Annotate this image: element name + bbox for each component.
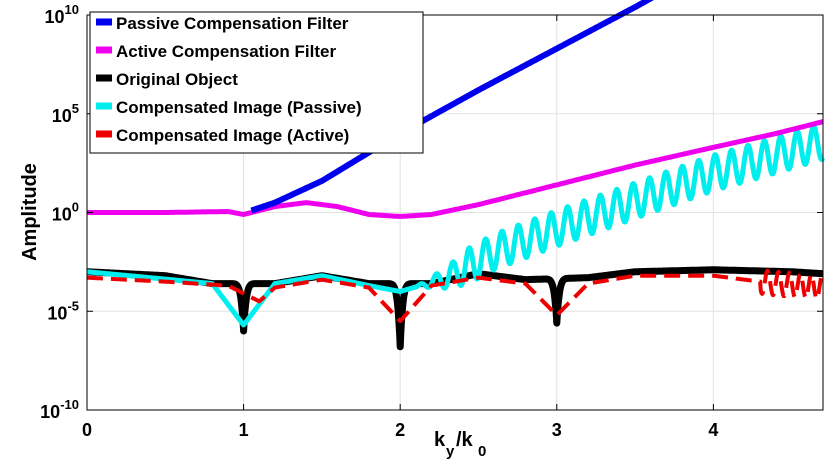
legend-label: Original Object (116, 70, 238, 89)
y-tick-exponent: -10 (60, 397, 79, 412)
legend: Passive Compensation Filter Active Compen… (89, 11, 424, 154)
series-passive-filter (250, 0, 655, 214)
x-label-slash-k: /k (456, 429, 474, 451)
x-tick-label: 2 (395, 420, 405, 440)
y-tick-label: 10-5 (47, 298, 79, 323)
y-tick-exponent: -5 (67, 298, 79, 313)
y-tick-base: 10 (45, 7, 65, 27)
x-tick-label: 0 (82, 420, 92, 440)
y-axis-label: Amplitude (19, 163, 41, 261)
y-tick-label: 100 (52, 200, 79, 225)
legend-label: Compensated Image (Active) (116, 126, 349, 145)
y-tick-base: 10 (47, 303, 67, 323)
y-tick-label: 10-10 (40, 397, 79, 422)
legend-box (89, 11, 424, 154)
y-tick-base: 10 (52, 205, 72, 225)
y-tick-exponent: 0 (72, 200, 79, 215)
y-tick-label: 105 (52, 101, 79, 126)
y-tick-base: 10 (40, 402, 60, 422)
series-active-filter (87, 119, 824, 219)
series-compensated-active (87, 268, 825, 324)
legend-label: Passive Compensation Filter (116, 14, 349, 33)
y-tick-exponent: 10 (65, 2, 79, 17)
x-axis-label: k y /k 0 (434, 429, 486, 460)
x-tick-label: 1 (239, 420, 249, 440)
x-label-sub-0: 0 (478, 443, 486, 460)
x-tick-label: 4 (708, 420, 718, 440)
legend-label: Compensated Image (Passive) (116, 98, 362, 117)
y-tick-exponent: 5 (72, 101, 79, 116)
y-tick-base: 10 (52, 106, 72, 126)
x-tick-label: 3 (552, 420, 562, 440)
series-layer (84, 0, 826, 351)
x-label-k: k (434, 429, 446, 451)
legend-label: Active Compensation Filter (116, 42, 336, 61)
y-tick-label: 1010 (45, 2, 80, 27)
x-label-sub-y: y (446, 443, 455, 460)
